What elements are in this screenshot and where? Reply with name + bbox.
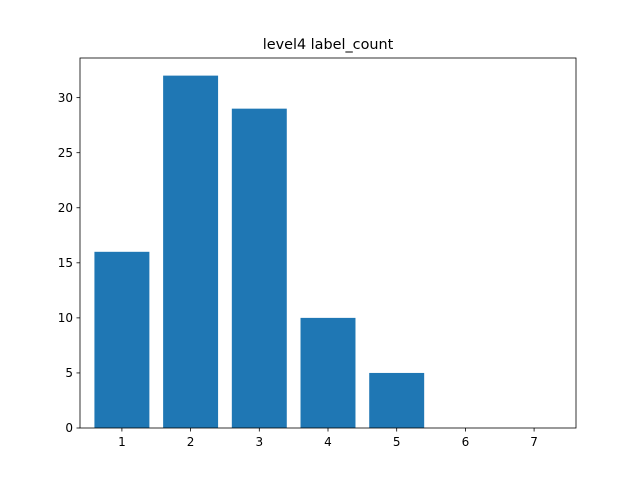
bar-1 bbox=[94, 251, 150, 428]
x-tick-label: 5 bbox=[393, 435, 401, 449]
bar-3 bbox=[231, 108, 287, 429]
bar-5 bbox=[369, 372, 425, 428]
x-tick-label: 4 bbox=[324, 435, 332, 449]
y-tick-label: 5 bbox=[65, 366, 73, 380]
y-tick-label: 10 bbox=[58, 311, 73, 325]
y-tick-label: 15 bbox=[58, 256, 73, 270]
y-tick-label: 25 bbox=[58, 146, 73, 160]
y-tick-label: 30 bbox=[58, 91, 73, 105]
x-axis: 1 2 3 4 5 6 7 bbox=[118, 428, 538, 449]
x-tick-label: 6 bbox=[462, 435, 470, 449]
x-tick-label: 7 bbox=[530, 435, 538, 449]
bar-4 bbox=[300, 317, 356, 428]
y-tick-label: 0 bbox=[65, 421, 73, 435]
y-tick-label: 20 bbox=[58, 201, 73, 215]
x-tick-label: 3 bbox=[255, 435, 263, 449]
bars-layer bbox=[94, 75, 425, 429]
y-axis: 0 5 10 15 20 25 30 bbox=[58, 91, 80, 435]
axes-frame bbox=[79, 57, 577, 429]
x-tick-label: 2 bbox=[187, 435, 195, 449]
bar-2 bbox=[163, 75, 219, 428]
chart-title: level4 label_count bbox=[263, 37, 394, 53]
x-tick-label: 1 bbox=[118, 435, 126, 449]
